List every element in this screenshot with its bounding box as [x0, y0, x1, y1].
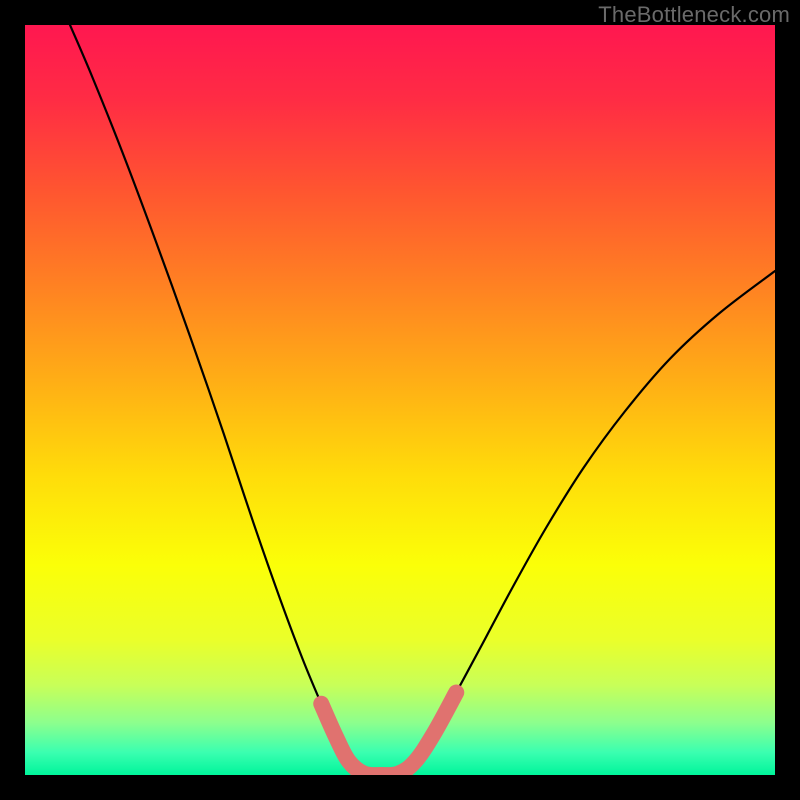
plot-area: [25, 25, 775, 775]
chart-frame: TheBottleneck.com: [0, 0, 800, 800]
watermark-text: TheBottleneck.com: [598, 2, 790, 28]
plot-svg: [25, 25, 775, 775]
gradient-background: [25, 25, 775, 775]
